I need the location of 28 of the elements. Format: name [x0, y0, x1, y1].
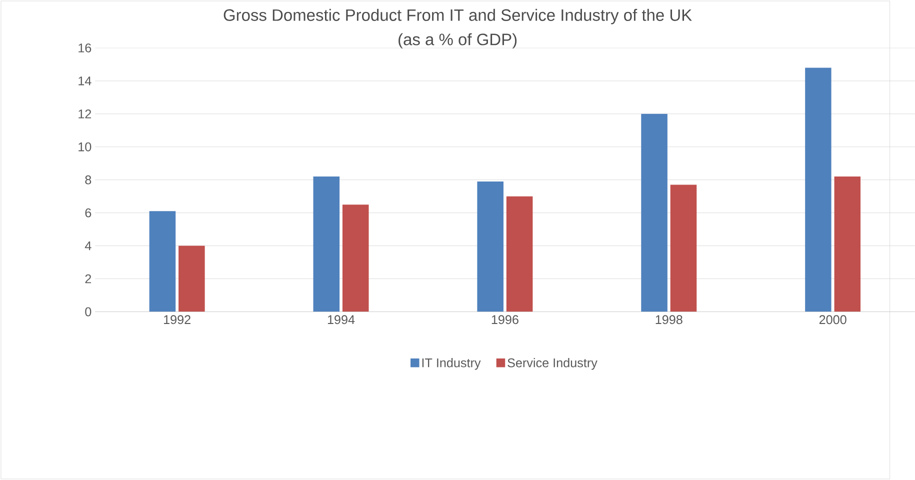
legend-label: Service Industry: [508, 358, 598, 370]
bar: [342, 204, 369, 312]
y-tick-label: 10: [78, 142, 92, 152]
y-tick-label: 8: [85, 175, 92, 184]
chart-subtitle: (as a % of GDP): [398, 33, 517, 49]
bar: [506, 196, 533, 312]
y-tick-label: 12: [78, 110, 92, 118]
bar: [313, 176, 340, 312]
bar: [834, 176, 861, 312]
x-tick-label: 1996: [492, 315, 518, 324]
bar: [178, 246, 205, 312]
y-tick-label: 6: [85, 208, 92, 218]
y-tick-label: 0: [85, 307, 92, 316]
y-tick-label: 2: [85, 274, 92, 284]
y-tick-label: 4: [84, 241, 92, 250]
legend-label: IT Industry: [422, 358, 481, 370]
y-tick-label: 14: [78, 76, 92, 86]
bar: [670, 184, 697, 312]
x-tick-label: 1998: [656, 315, 682, 324]
bar: [805, 68, 832, 312]
y-tick-label: 16: [78, 43, 92, 52]
x-tick-label: 2000: [819, 315, 846, 324]
bar: [641, 114, 668, 312]
bar: [149, 211, 176, 312]
x-tick-label: 1992: [164, 315, 190, 324]
bar: [477, 182, 504, 312]
x-tick-label: 1994: [328, 315, 355, 324]
chart-title: Gross Domestic Product From IT and Service Industry of the UK: [224, 8, 692, 24]
